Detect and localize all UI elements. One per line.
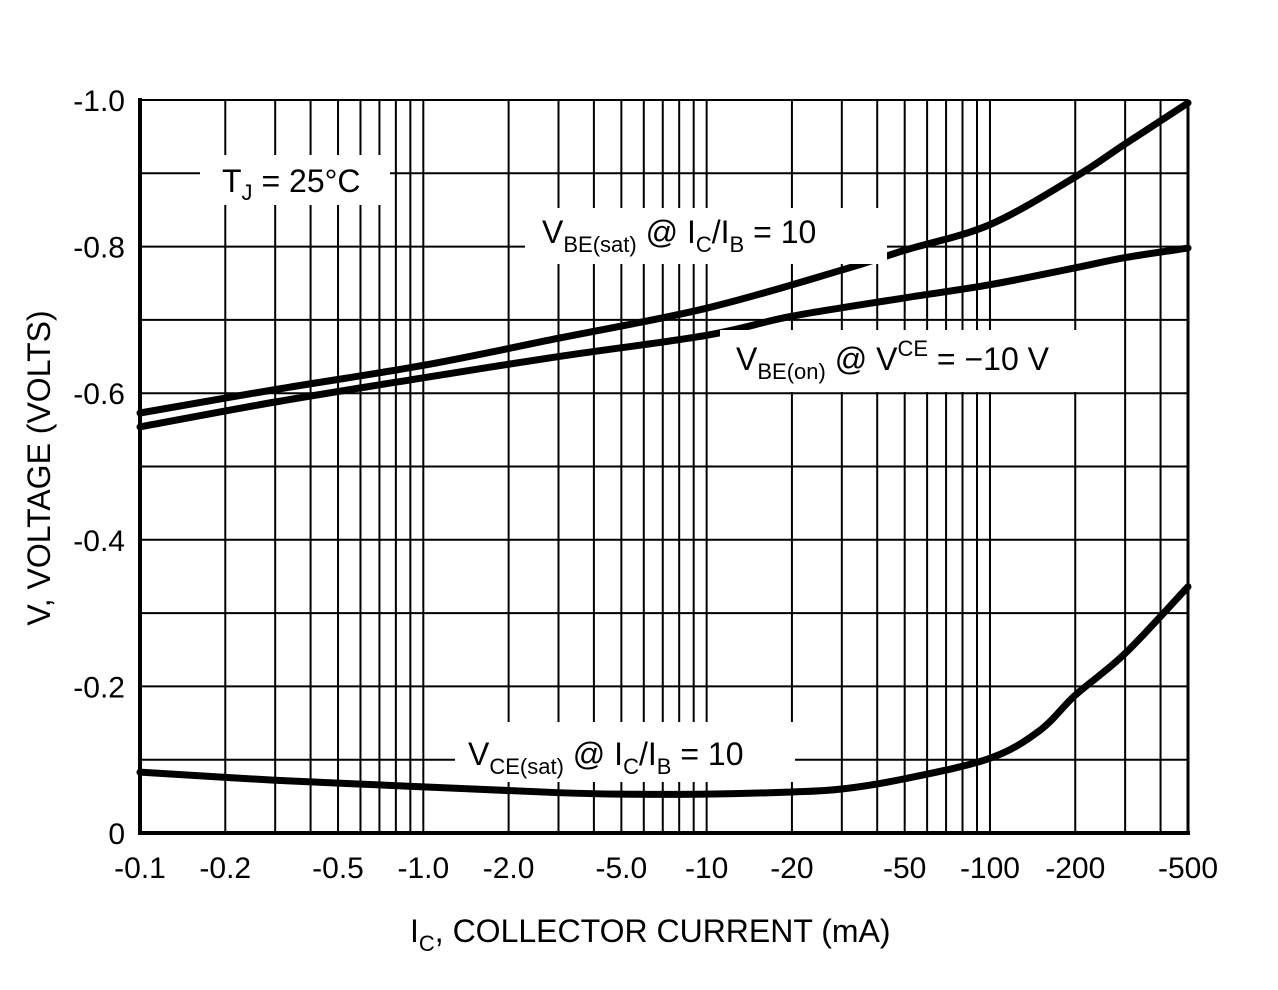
annotations: TJ = 25°C VBE(sat) @ IC/IB = 10 VBE(on) … (200, 155, 1115, 782)
x-tick-label: -0.5 (312, 852, 364, 885)
annotation-vbe-on: VBE(on) @ VCE = −10 V (736, 336, 1050, 384)
vbe-sat-label-bg (525, 208, 887, 264)
x-tick-label: -2.0 (483, 852, 535, 885)
y-tick-label: -0.8 (73, 232, 125, 265)
x-tick-label: -100 (960, 852, 1020, 885)
y-axis-label: V, VOLTAGE (VOLTS) (21, 310, 57, 625)
y-tick-label: -1.0 (73, 85, 125, 118)
annotation-vce-sat: VCE(sat) @ IC/IB = 10 (468, 736, 743, 779)
x-axis-label: IC, COLLECTOR CURRENT (mA) (410, 913, 891, 956)
temp-label-bg (200, 155, 390, 205)
y-tick-label: 0 (108, 818, 125, 851)
y-tick-label: -0.4 (73, 525, 125, 558)
x-tick-label: -1.0 (397, 852, 449, 885)
series-line-vce-sat (136, 583, 1192, 798)
series-line-vbe-on (136, 244, 1192, 431)
series-line-vbe-sat (136, 99, 1192, 417)
x-tick-label: -200 (1045, 852, 1105, 885)
x-tick-label: -10 (685, 852, 728, 885)
x-tick-label: -0.1 (114, 852, 166, 885)
y-tick-label: -0.2 (73, 671, 125, 704)
series-lines (136, 99, 1192, 798)
x-tick-label: -500 (1158, 852, 1218, 885)
x-tick-label: -5.0 (596, 852, 648, 885)
x-tick-label: -50 (883, 852, 926, 885)
x-tick-label: -0.2 (199, 852, 251, 885)
vce-sat-label-bg (455, 722, 795, 782)
x-tick-label: -20 (770, 852, 813, 885)
axes: -0.1 -0.2 -0.5 -1.0 -2.0 -5.0 -10 -20 -50 -100 -20… (73, 85, 1218, 885)
y-tick-label: -0.6 (73, 378, 125, 411)
vbe-on-label-bg (720, 330, 1115, 392)
annotation-temperature: TJ = 25°C (222, 163, 361, 205)
annotation-vbe-sat: VBE(sat) @ IC/IB = 10 (542, 214, 816, 257)
